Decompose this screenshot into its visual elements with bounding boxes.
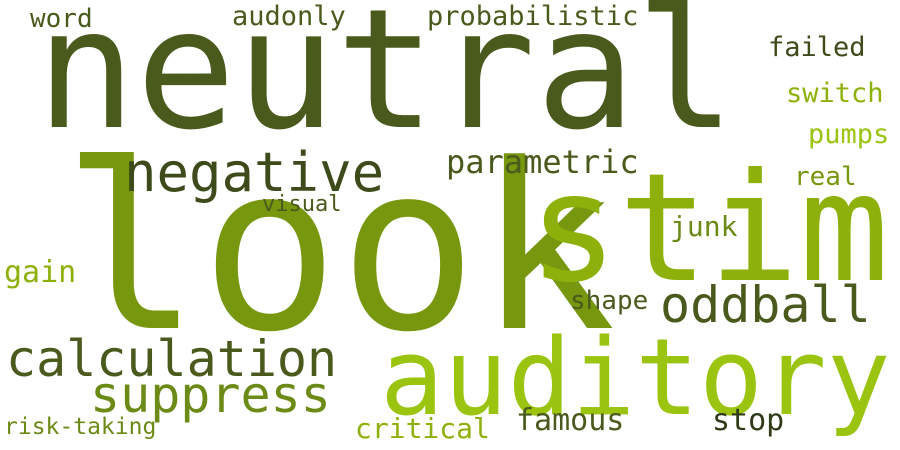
word-pumps: pumps — [808, 119, 890, 150]
word-junk: junk — [670, 210, 738, 243]
word-suppress: suppress — [90, 366, 331, 424]
word-negative: negative — [124, 141, 385, 204]
word-word: word — [30, 4, 93, 34]
word-neutral: neutral — [36, 0, 736, 167]
word-risk-taking: risk-taking — [4, 414, 157, 440]
word-audonly: audonly — [232, 1, 346, 32]
word-famous: famous — [516, 403, 625, 438]
word-gain: gain — [4, 255, 77, 290]
word-failed: failed — [768, 32, 866, 63]
word-auditory: auditory — [380, 316, 891, 439]
word-stop: stop — [712, 403, 785, 438]
word-look: look — [62, 116, 616, 383]
word-switch: switch — [786, 78, 884, 109]
word-visual: visual — [262, 192, 342, 217]
word-parametric: parametric — [446, 143, 639, 181]
word-probabilistic: probabilistic — [427, 1, 639, 32]
word-shape: shape — [570, 286, 649, 316]
word-critical: critical — [355, 412, 490, 445]
word-calculation: calculation — [6, 330, 338, 388]
word-stim: stim — [528, 142, 890, 316]
word-oddball: oddball — [660, 276, 871, 334]
word-real: real — [794, 162, 857, 192]
